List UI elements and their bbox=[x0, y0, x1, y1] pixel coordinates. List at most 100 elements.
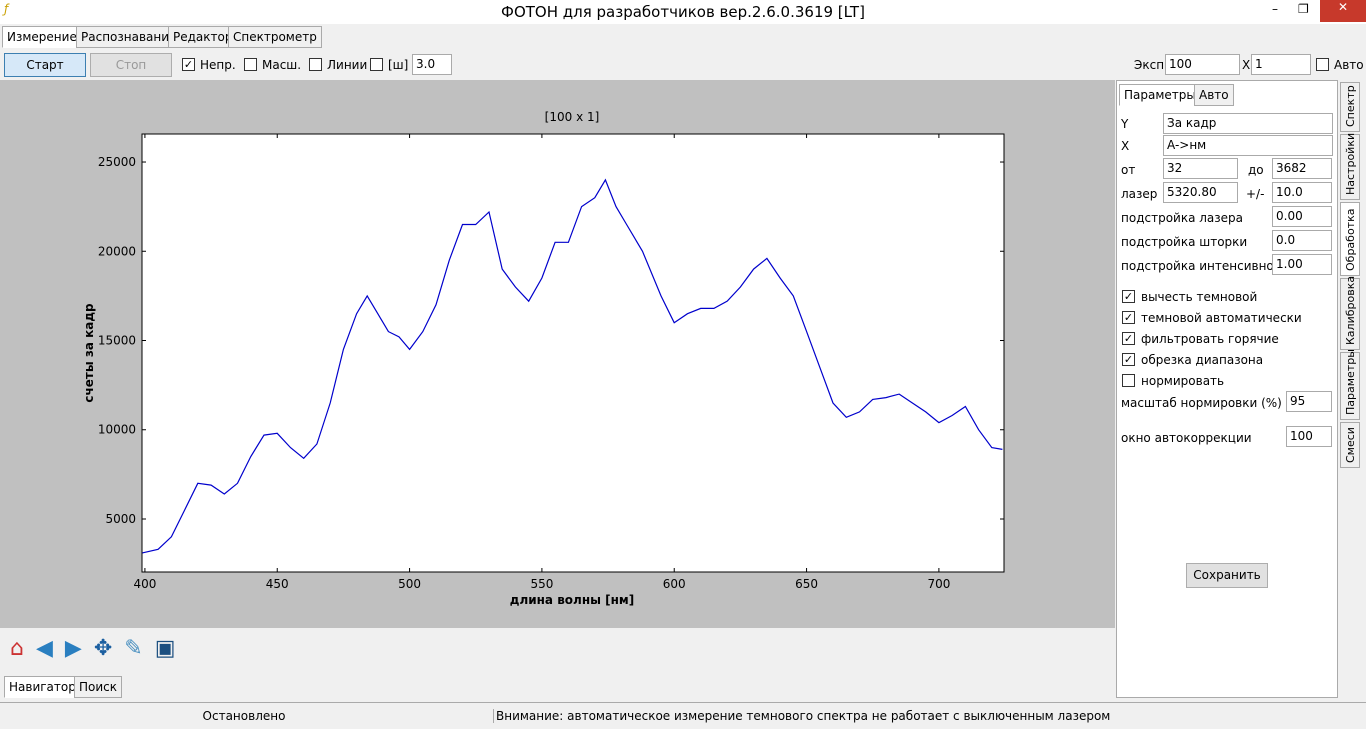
side-tab-label: Спектр bbox=[1344, 85, 1357, 127]
spectrum-line bbox=[142, 178, 1003, 554]
label: вычесть темновой bbox=[1141, 290, 1258, 304]
label: окно автокоррекции bbox=[1121, 431, 1252, 445]
label: фильтровать горячие bbox=[1141, 332, 1279, 346]
label: Линии bbox=[327, 58, 368, 72]
input[interactable]: 0.0 bbox=[1272, 230, 1332, 251]
checkbox[interactable] bbox=[370, 58, 383, 71]
label: до bbox=[1248, 163, 1264, 177]
x-tick-label: 400 bbox=[133, 577, 156, 591]
label: Эксп. bbox=[1134, 58, 1168, 72]
input[interactable]: 3.0 bbox=[412, 54, 452, 75]
side-tab-label: Настройки bbox=[1344, 132, 1357, 195]
label: подстройка интенсивности bbox=[1121, 259, 1296, 273]
y-tick-label: 20000 bbox=[98, 244, 136, 258]
side-tab[interactable]: Смеси bbox=[1340, 422, 1360, 468]
tab[interactable]: Редактор bbox=[168, 26, 238, 48]
checkbox[interactable] bbox=[244, 58, 257, 71]
chart-title: [100 x 1] bbox=[545, 110, 600, 124]
input[interactable]: 100 bbox=[1165, 54, 1240, 75]
minimize[interactable]: – bbox=[1272, 2, 1278, 16]
tab[interactable]: Распознавание bbox=[76, 26, 182, 48]
back-icon[interactable]: ◀ bbox=[35, 636, 65, 661]
title-bar: ƒ ФОТОН для разработчиков вер.2.6.0.3619… bbox=[0, 0, 1366, 24]
checkbox[interactable]: ✓ bbox=[1122, 290, 1135, 303]
side-tab-label: Параметры bbox=[1344, 349, 1357, 415]
label: X bbox=[1121, 139, 1130, 153]
x-tick-label: 450 bbox=[266, 577, 289, 591]
input[interactable]: 32 bbox=[1163, 158, 1238, 179]
tab[interactable]: Спектрометр bbox=[228, 26, 322, 48]
label: подстройка лазера bbox=[1121, 211, 1244, 225]
forward-icon[interactable]: ▶ bbox=[64, 636, 94, 661]
input[interactable]: 95 bbox=[1286, 391, 1332, 412]
checkbox[interactable] bbox=[1122, 374, 1135, 387]
dropdown[interactable]: За кадр bbox=[1163, 113, 1333, 134]
checkbox[interactable]: ✓ bbox=[182, 58, 195, 71]
label: лазер bbox=[1121, 187, 1158, 201]
input[interactable]: 5320.80 bbox=[1163, 182, 1238, 203]
status-message: Внимание: автоматическое измерение темно… bbox=[493, 709, 1110, 723]
status-state: Остановлено bbox=[202, 709, 286, 723]
maximize[interactable]: ❐ bbox=[1298, 2, 1309, 16]
edit-icon[interactable]: ✎ bbox=[124, 636, 155, 661]
label: Непр. bbox=[200, 58, 236, 72]
y-tick-label: 5000 bbox=[105, 512, 136, 526]
label: масштаб нормировки (%) bbox=[1121, 396, 1282, 410]
x-tick-label: 600 bbox=[663, 577, 686, 591]
save-icon[interactable]: ▣ bbox=[154, 636, 188, 661]
label: [ш] bbox=[388, 58, 409, 72]
label: нормировать bbox=[1141, 374, 1225, 388]
input[interactable]: 3682 bbox=[1272, 158, 1332, 179]
window-title: ФОТОН для разработчиков вер.2.6.0.3619 [… bbox=[501, 3, 865, 21]
side-tab[interactable]: Параметры bbox=[1340, 349, 1360, 420]
side-tab[interactable]: Настройки bbox=[1340, 132, 1360, 200]
label: подстройка шторки bbox=[1121, 235, 1248, 249]
x-tick-label: 650 bbox=[795, 577, 818, 591]
x-tick-label: 700 bbox=[927, 577, 950, 591]
label: обрезка диапазона bbox=[1141, 353, 1264, 367]
input[interactable]: 10.0 bbox=[1272, 182, 1332, 203]
app-icon: ƒ bbox=[4, 2, 9, 16]
x-tick-label: 550 bbox=[530, 577, 553, 591]
tab[interactable]: Параметры bbox=[1119, 84, 1201, 106]
plot-area bbox=[141, 133, 1005, 573]
x-tick-label: 500 bbox=[398, 577, 421, 591]
tab[interactable]: Измерение bbox=[2, 26, 82, 48]
home-icon[interactable]: ⌂ bbox=[10, 636, 36, 661]
checkbox[interactable] bbox=[1316, 58, 1329, 71]
checkbox[interactable] bbox=[309, 58, 322, 71]
y-axis-label: счеты за кадр bbox=[82, 303, 96, 403]
close[interactable]: ✕ bbox=[1320, 0, 1366, 22]
label: +/- bbox=[1246, 187, 1265, 201]
dropdown[interactable]: A->нм bbox=[1163, 135, 1333, 156]
label: X bbox=[1242, 58, 1251, 72]
input[interactable]: 1.00 bbox=[1272, 254, 1332, 275]
tab[interactable]: Навигатор bbox=[4, 676, 81, 698]
checkbox[interactable]: ✓ bbox=[1122, 311, 1135, 324]
input[interactable]: 0.00 bbox=[1272, 206, 1332, 227]
save-button[interactable]: Сохранить bbox=[1186, 563, 1268, 588]
label: темновой автоматически bbox=[1141, 311, 1302, 325]
navigator-toolbar: ⌂◀▶✥✎▣ bbox=[0, 628, 1115, 675]
stop-button[interactable]: Стоп bbox=[90, 53, 172, 77]
side-tab[interactable]: Обработка bbox=[1340, 202, 1360, 276]
pan-icon[interactable]: ✥ bbox=[93, 636, 125, 661]
tab[interactable]: Авто bbox=[1194, 84, 1234, 106]
label: Масш. bbox=[262, 58, 302, 72]
label: Y bbox=[1121, 117, 1129, 131]
y-tick-label: 15000 bbox=[98, 334, 136, 348]
start-button[interactable]: Старт bbox=[4, 53, 86, 77]
checkbox[interactable]: ✓ bbox=[1122, 353, 1135, 366]
y-tick-label: 25000 bbox=[98, 155, 136, 169]
status-bar: Остановлено Внимание: автоматическое изм… bbox=[0, 702, 1366, 729]
tab[interactable]: Поиск bbox=[74, 676, 123, 698]
side-tab[interactable]: Спектр bbox=[1340, 82, 1360, 132]
chart: [100 x 1] длина волны [нм] счеты за кадр… bbox=[0, 80, 1115, 628]
input[interactable]: 1 bbox=[1251, 54, 1311, 75]
side-tab-label: Обработка bbox=[1344, 208, 1357, 271]
checkbox[interactable]: ✓ bbox=[1122, 332, 1135, 345]
side-tab-label: Калибровка bbox=[1344, 275, 1357, 345]
side-tab[interactable]: Калибровка bbox=[1340, 275, 1360, 350]
input[interactable]: 100 bbox=[1286, 426, 1332, 447]
